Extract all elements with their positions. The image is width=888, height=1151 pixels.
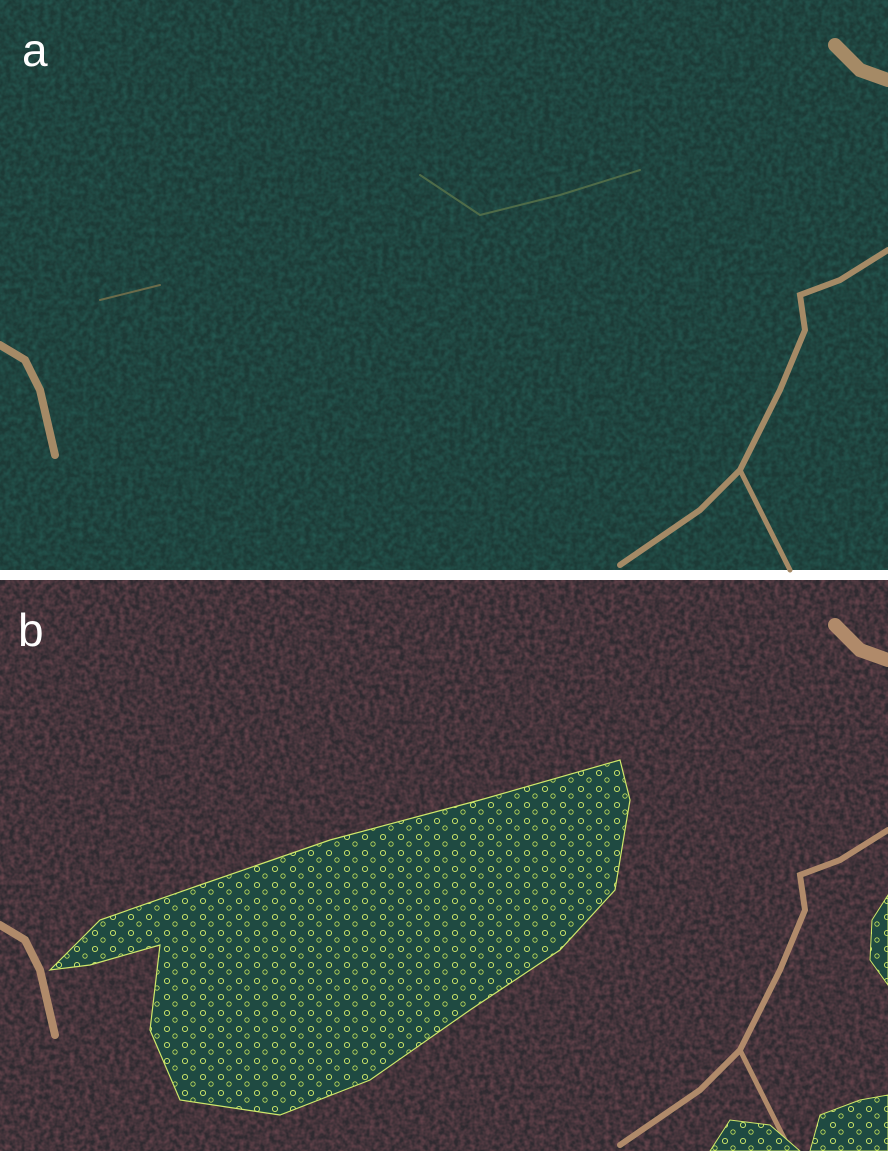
- canopy-texture: [0, 0, 888, 570]
- panel-b: b: [0, 580, 888, 1151]
- panel-label: b: [18, 604, 44, 656]
- panel-a: a: [0, 0, 888, 570]
- page: a b (() => { const data = JSON.parse(doc…: [0, 0, 888, 1151]
- figure: a b: [0, 0, 888, 1151]
- panel-label: a: [22, 24, 48, 76]
